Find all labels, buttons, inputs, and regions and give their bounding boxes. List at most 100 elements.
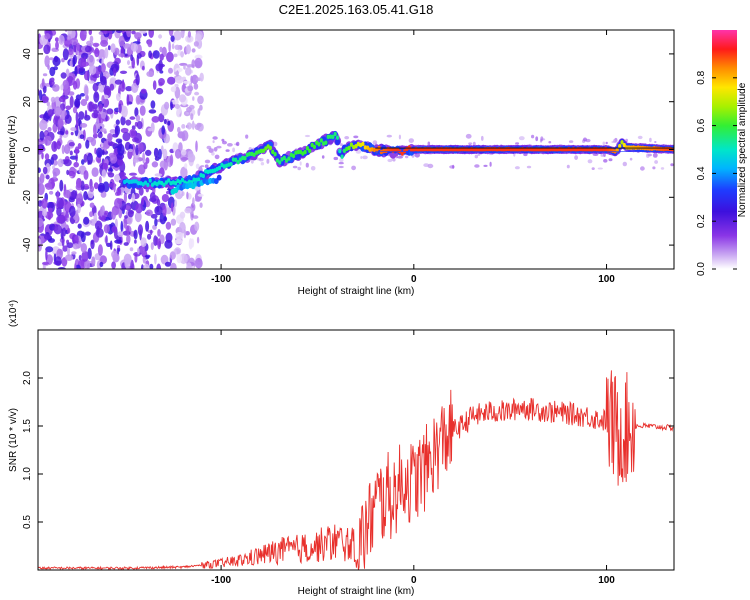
heatmap-noise-cell <box>126 30 132 38</box>
heatmap-noise-cell <box>652 152 658 158</box>
heatmap-noise-cell <box>108 142 116 147</box>
heatmap-noise-cell <box>169 251 176 260</box>
heatmap-noise-cell <box>114 174 122 183</box>
heatmap-noise-cell <box>111 261 116 269</box>
heatmap-noise-cell <box>120 115 126 126</box>
heatmap-noise-cell <box>514 166 520 170</box>
heatmap-noise-cell <box>212 140 215 144</box>
heatmap-noise-cell <box>126 234 131 245</box>
heatmap-noise-cell <box>68 197 75 203</box>
heatmap-noise-cell <box>72 243 79 250</box>
spectrogram-panel: -100 0 100 -40 -20 0 20 40 Height of straight l… <box>7 29 675 297</box>
heatmap-noise-cell <box>181 124 186 129</box>
heatmap-noise-cell <box>183 80 191 84</box>
heatmap-noise-cell <box>161 125 165 135</box>
heatmap-signal-cell <box>261 148 266 153</box>
heatmap-signal-cell <box>217 165 222 171</box>
heatmap-noise-cell <box>118 171 127 177</box>
x-tick-label: -100 <box>211 575 231 586</box>
heatmap-signal-cell <box>201 173 205 179</box>
y-tick-label: 1.0 <box>22 467 33 481</box>
heatmap-signal-cell <box>197 177 201 182</box>
heatmap-signal-cell <box>192 177 196 182</box>
heatmap-noise-cell <box>118 53 125 57</box>
heatmap-noise-cell <box>149 192 156 201</box>
heatmap-noise-cell <box>518 136 525 141</box>
heatmap-noise-cell <box>63 189 71 198</box>
heatmap-noise-cell <box>173 30 182 41</box>
heatmap-noise-cell <box>56 140 61 150</box>
heatmap-noise-cell <box>39 89 43 101</box>
heatmap-noise-cell <box>605 141 608 145</box>
heatmap-signal-cell <box>148 178 152 183</box>
heatmap-signal-cell <box>137 181 141 186</box>
heatmap-noise-cell <box>398 134 401 140</box>
heatmap-noise-cell <box>69 205 76 218</box>
heatmap-noise-cell <box>147 128 154 132</box>
heatmap-noise-cell <box>84 45 92 53</box>
heatmap-noise-cell <box>72 80 78 90</box>
heatmap-signal-cell <box>416 147 420 152</box>
heatmap-noise-cell <box>44 153 50 161</box>
heatmap-noise-cell <box>42 73 48 77</box>
heatmap-signal-cell <box>511 147 515 152</box>
heatmap-noise-cell <box>129 247 134 252</box>
heatmap-noise-cell <box>184 163 188 169</box>
heatmap-noise-cell <box>136 121 143 130</box>
heatmap-noise-cell <box>134 239 137 244</box>
heatmap-noise-cell <box>109 77 117 84</box>
heatmap-noise-cell <box>43 44 51 55</box>
heatmap-noise-cell <box>133 229 138 240</box>
heatmap-noise-cell <box>186 191 189 200</box>
heatmap-noise-cell <box>199 72 204 82</box>
heatmap-noise-cell <box>50 77 55 82</box>
spectrogram-axes: -100 0 100 -40 -20 0 20 40 <box>22 30 674 285</box>
heatmap-signal-cell <box>241 155 245 161</box>
heatmap-noise-cell <box>134 107 139 118</box>
heatmap-noise-cell <box>124 215 128 219</box>
heatmap-signal-cell <box>648 146 652 151</box>
heatmap-noise-cell <box>187 85 194 92</box>
heatmap-noise-cell <box>44 33 51 40</box>
heatmap-noise-cell <box>174 71 179 75</box>
heatmap-signal-cell <box>180 177 185 183</box>
heatmap-noise-cell <box>94 220 103 231</box>
colorbar-tick-label: 0.4 <box>696 166 707 180</box>
heatmap-noise-cell <box>340 143 343 147</box>
heatmap-noise-cell <box>39 119 48 131</box>
heatmap-noise-cell <box>360 156 363 159</box>
heatmap-noise-cell <box>197 193 204 197</box>
heatmap-noise-cell <box>88 30 92 36</box>
heatmap-noise-cell <box>132 158 139 163</box>
heatmap-noise-cell <box>158 113 165 123</box>
heatmap-signal-cell <box>615 147 619 153</box>
heatmap-signal-cell <box>625 145 629 150</box>
heatmap-noise-cell <box>60 84 64 91</box>
heatmap-noise-cell <box>158 78 165 86</box>
heatmap-noise-cell <box>192 96 195 101</box>
heatmap-noise-cell <box>186 122 192 130</box>
heatmap-noise-cell <box>77 117 81 127</box>
heatmap-noise-cell <box>134 211 142 223</box>
heatmap-signal-cell <box>430 147 434 152</box>
heatmap-noise-cell <box>221 138 225 142</box>
heatmap-noise-cell <box>83 170 89 180</box>
heatmap-signal-cell <box>275 158 279 163</box>
heatmap-noise-cell <box>103 140 108 152</box>
colorbar-tick-label: 0.2 <box>696 214 707 228</box>
heatmap-noise-cell <box>186 106 192 113</box>
heatmap-noise-cell <box>174 247 182 255</box>
heatmap-noise-cell <box>57 158 64 168</box>
heatmap-noise-cell <box>93 182 99 190</box>
heatmap-noise-cell <box>236 141 240 147</box>
heatmap-noise-cell <box>193 83 199 90</box>
heatmap-noise-cell <box>159 53 164 61</box>
heatmap-noise-cell <box>135 94 141 105</box>
heatmap-signal-cell <box>532 147 536 152</box>
heatmap-noise-cell <box>69 150 73 156</box>
heatmap-noise-cell <box>654 160 658 164</box>
heatmap-noise-cell <box>47 210 53 216</box>
heatmap-noise-cell <box>98 103 103 112</box>
heatmap-noise-cell <box>131 83 139 93</box>
